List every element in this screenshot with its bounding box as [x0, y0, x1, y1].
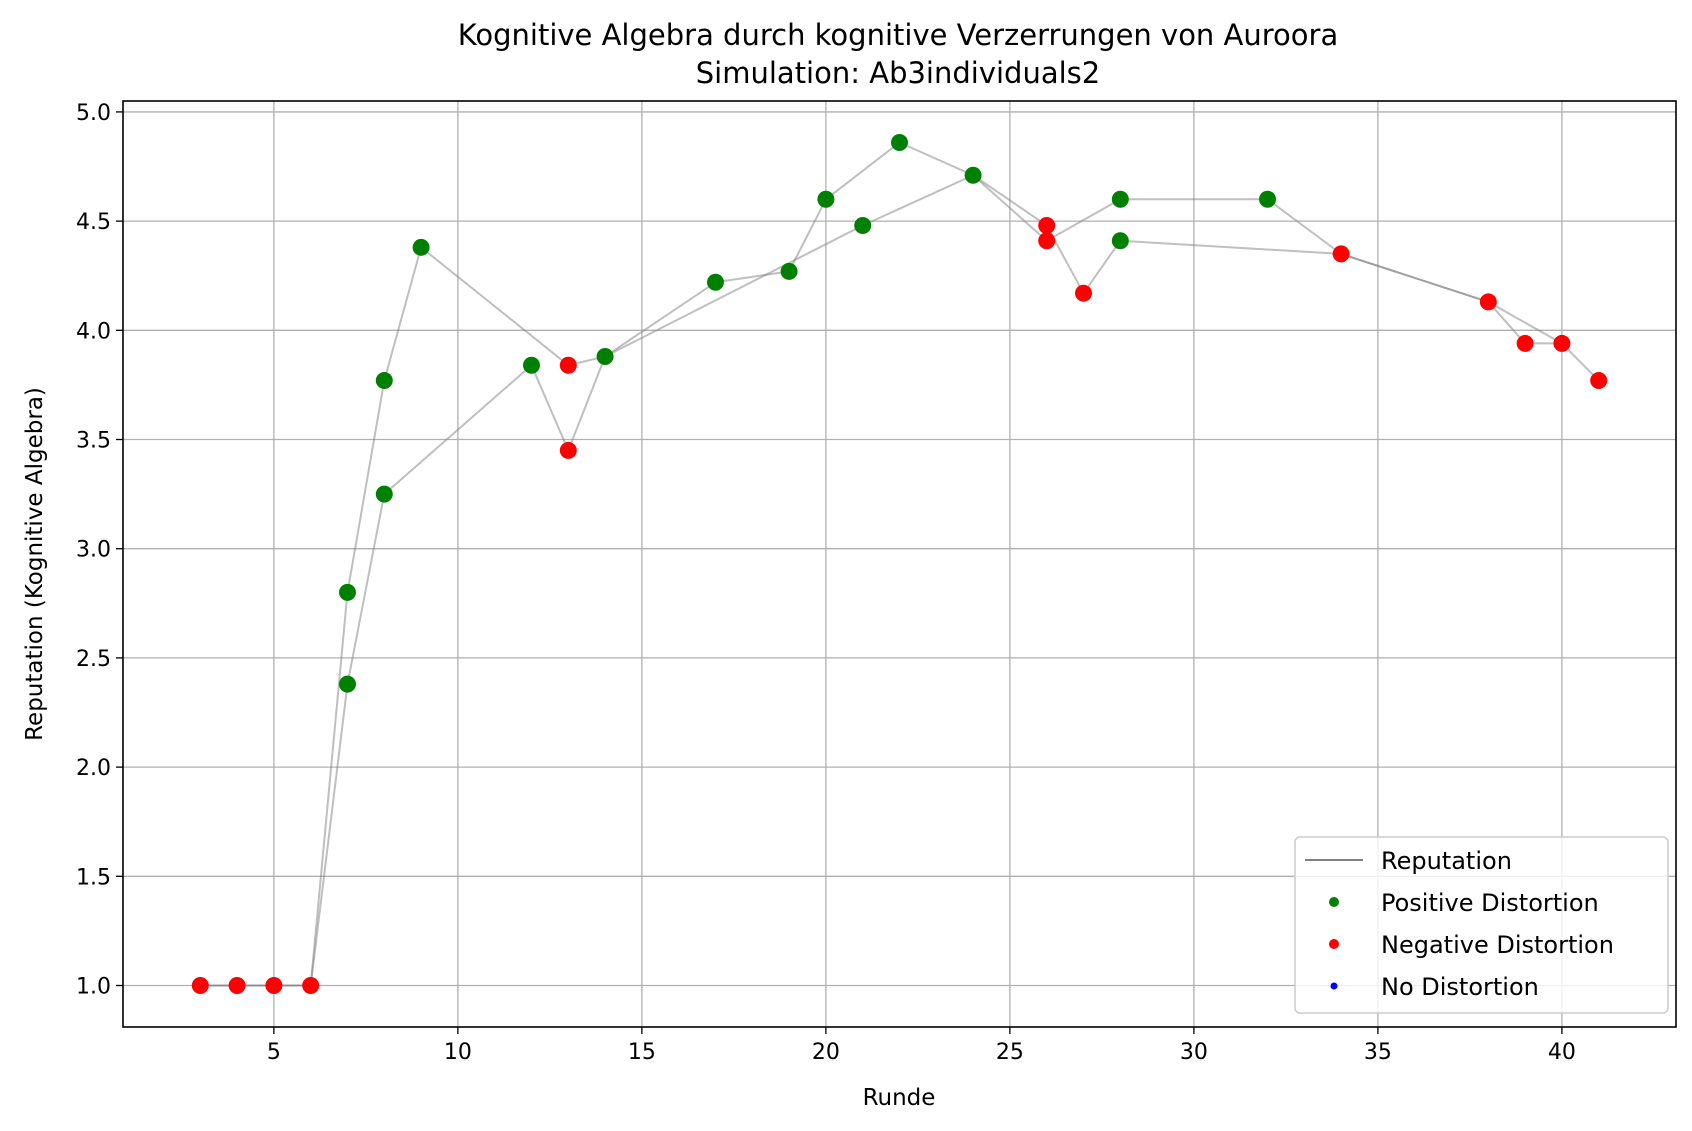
negative-distortion-point: [1038, 232, 1056, 250]
x-tick-label: 40: [1548, 1040, 1576, 1065]
negative-distortion-point: [228, 977, 246, 995]
x-tick-label: 15: [628, 1040, 656, 1065]
positive-distortion-point: [964, 166, 982, 184]
negative-distortion-point: [1590, 372, 1608, 390]
legend: Reputation Positive Distortion Negative …: [1294, 836, 1669, 1014]
positive-distortion-point: [338, 583, 356, 601]
positive-distortion-point: [338, 675, 356, 693]
y-tick-label: 4.5: [76, 210, 111, 235]
negative-distortion-point: [265, 977, 283, 995]
x-tick-label: 20: [812, 1040, 840, 1065]
distortion-points: [191, 133, 1608, 995]
legend-none-label: No Distortion: [1381, 973, 1539, 1001]
y-tick-label: 4.0: [76, 319, 111, 344]
x-tick-label: 30: [1180, 1040, 1208, 1065]
y-tick-label: 1.0: [76, 975, 111, 1000]
positive-distortion-point: [375, 485, 393, 503]
positive-distortion-point: [596, 348, 614, 366]
positive-distortion-point: [780, 262, 798, 280]
positive-distortion-point: [1259, 190, 1277, 208]
positive-distortion-point: [412, 238, 430, 256]
x-tick-label: 35: [1364, 1040, 1392, 1065]
y-axis-label: Reputation (Kognitive Algebra): [22, 387, 48, 741]
axis-ticks: 5 10 15 20 25 30 35 40 1.0 1.5 2.0 2.5 3.0 3.5 4.0 4.5 5…: [76, 101, 1576, 1065]
legend-none-swatch: [1330, 982, 1338, 990]
legend-positive-label: Positive Distortion: [1381, 889, 1599, 917]
negative-distortion-point: [1332, 245, 1350, 263]
chart-title: Kognitive Algebra durch kognitive Verzer…: [458, 18, 1338, 52]
y-tick-label: 1.5: [76, 865, 111, 890]
x-tick-label: 10: [444, 1040, 472, 1065]
negative-distortion-point: [559, 356, 577, 374]
x-axis-label: Runde: [863, 1085, 936, 1111]
x-tick-label: 5: [267, 1040, 281, 1065]
legend-positive-swatch: [1329, 897, 1339, 907]
legend-negative-label: Negative Distortion: [1381, 931, 1614, 959]
positive-distortion-point: [854, 216, 872, 234]
plot-frame: [122, 100, 1677, 1028]
positive-distortion-point: [1111, 190, 1129, 208]
x-tick-label: 25: [996, 1040, 1024, 1065]
negative-distortion-point: [1516, 334, 1534, 352]
negative-distortion-point: [1553, 334, 1571, 352]
positive-distortion-point: [706, 273, 724, 291]
legend-negative-swatch: [1329, 939, 1339, 949]
negative-distortion-point: [191, 977, 209, 995]
y-tick-label: 3.0: [76, 538, 111, 563]
negative-distortion-point: [1479, 293, 1497, 311]
y-tick-label: 5.0: [76, 101, 111, 126]
positive-distortion-point: [1111, 232, 1129, 250]
positive-distortion-point: [522, 356, 540, 374]
positive-distortion-point: [375, 372, 393, 390]
negative-distortion-point: [1038, 216, 1056, 234]
positive-distortion-point: [817, 190, 835, 208]
legend-box: [1294, 836, 1669, 1014]
y-tick-label: 2.5: [76, 647, 111, 672]
negative-distortion-point: [559, 441, 577, 459]
negative-distortion-point: [1075, 284, 1093, 302]
positive-distortion-point: [891, 133, 908, 151]
y-tick-label: 2.0: [76, 756, 111, 781]
y-tick-label: 3.5: [76, 429, 111, 454]
legend-reputation-label: Reputation: [1381, 847, 1512, 875]
negative-distortion-point: [302, 977, 320, 995]
chart-subtitle: Simulation: Ab3individuals2: [696, 56, 1100, 90]
